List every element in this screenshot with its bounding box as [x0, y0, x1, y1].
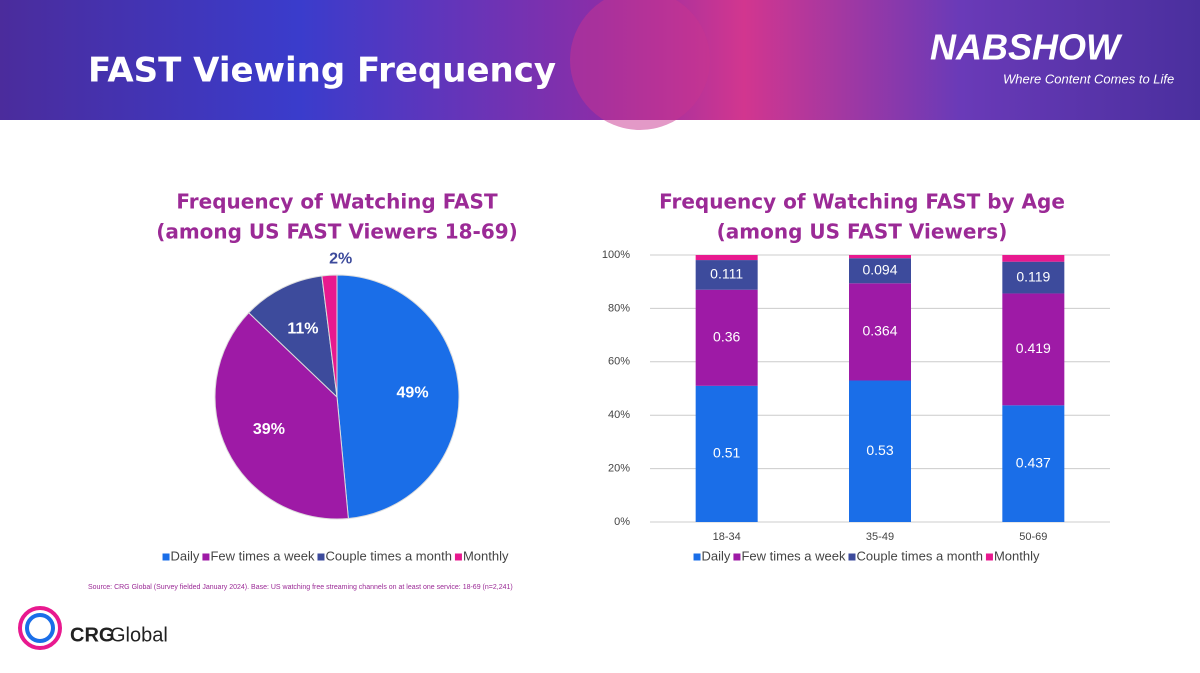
- data-label: 49%: [397, 385, 429, 402]
- legend-swatch: [202, 553, 210, 561]
- bar-segment: [1002, 261, 1065, 294]
- bar-segment: [695, 260, 758, 290]
- pie-slice: [248, 275, 338, 399]
- legend-label: Monthly: [994, 548, 1040, 563]
- crg-logo-mark: [18, 606, 62, 650]
- legend-label: Couple times a month: [856, 548, 982, 563]
- bar-segment: [849, 380, 911, 522]
- chart-title: Frequency of Watching FAST by Age: [659, 190, 1065, 214]
- legend-label: Couple times a month: [325, 548, 451, 563]
- pie-slice: [214, 312, 349, 520]
- bar-segment: [695, 289, 758, 386]
- data-label: 0.111: [710, 266, 743, 282]
- data-label: 0.51: [713, 445, 740, 461]
- legend-swatch: [733, 553, 741, 561]
- x-tick-label: 18-34: [713, 531, 741, 543]
- header-decor: [570, 0, 710, 130]
- chart-title: Frequency of Watching FAST: [176, 190, 498, 214]
- legend: Daily Few times a week Couple times a mont…: [693, 548, 1040, 563]
- data-label: 0.437: [1016, 454, 1051, 470]
- legend-label: Daily: [702, 548, 731, 563]
- legend-swatch: [317, 553, 325, 561]
- bar-segment: [695, 385, 758, 522]
- crg-logo-bold: CRG: [70, 624, 114, 646]
- data-label: 0.419: [1016, 340, 1051, 356]
- slide-title: FAST Viewing Frequency: [88, 51, 556, 91]
- bar-segment: [849, 283, 911, 381]
- legend-label: Daily: [171, 548, 200, 563]
- legend-swatch: [162, 553, 170, 561]
- nab-logo: NABSHOW: [930, 27, 1123, 68]
- bar-segment: [695, 255, 758, 261]
- legend-label: Few times a week: [210, 548, 315, 563]
- bar-segment: [1002, 293, 1065, 406]
- y-tick-label: 20%: [608, 463, 630, 475]
- chart-title: (among US FAST Viewers): [717, 220, 1008, 244]
- legend-swatch: [693, 553, 701, 561]
- x-tick-label: 50-69: [1019, 531, 1047, 543]
- legend-label: Few times a week: [741, 548, 846, 563]
- legend-swatch: [848, 553, 856, 561]
- y-tick-label: 0%: [614, 516, 630, 528]
- data-label: 11%: [287, 321, 318, 338]
- data-label: 39%: [253, 421, 285, 438]
- y-tick-label: 60%: [608, 356, 630, 368]
- data-label: 2%: [329, 250, 352, 267]
- data-label: 0.364: [862, 323, 897, 339]
- data-label: 0.094: [862, 261, 897, 277]
- x-tick-label: 35-49: [866, 531, 894, 543]
- crg-logo-light: Global: [110, 624, 168, 646]
- chart-title: (among US FAST Viewers 18-69): [156, 220, 518, 244]
- y-tick-label: 40%: [608, 409, 630, 421]
- y-tick-label: 100%: [602, 249, 630, 261]
- data-label: 0.119: [1016, 268, 1050, 284]
- bar-segment: [1002, 405, 1065, 522]
- data-label: 0.53: [866, 442, 893, 458]
- legend-swatch: [985, 553, 993, 561]
- pie-slice: [336, 274, 460, 520]
- data-label: 0.36: [713, 328, 740, 344]
- pie-slice: [321, 274, 338, 398]
- y-tick-label: 80%: [608, 302, 630, 314]
- legend-label: Monthly: [463, 548, 509, 563]
- source-note: Source: CRG Global (Survey fielded Janua…: [88, 584, 513, 591]
- legend-swatch: [454, 553, 462, 561]
- crg-logo-mark: [25, 613, 55, 643]
- bar-segment: [849, 255, 911, 259]
- nab-tagline: Where Content Comes to Life: [1003, 71, 1174, 86]
- bar-segment: [1002, 255, 1065, 262]
- legend: Daily Few times a week Couple times a mont…: [162, 548, 509, 563]
- bar-segment: [849, 258, 911, 284]
